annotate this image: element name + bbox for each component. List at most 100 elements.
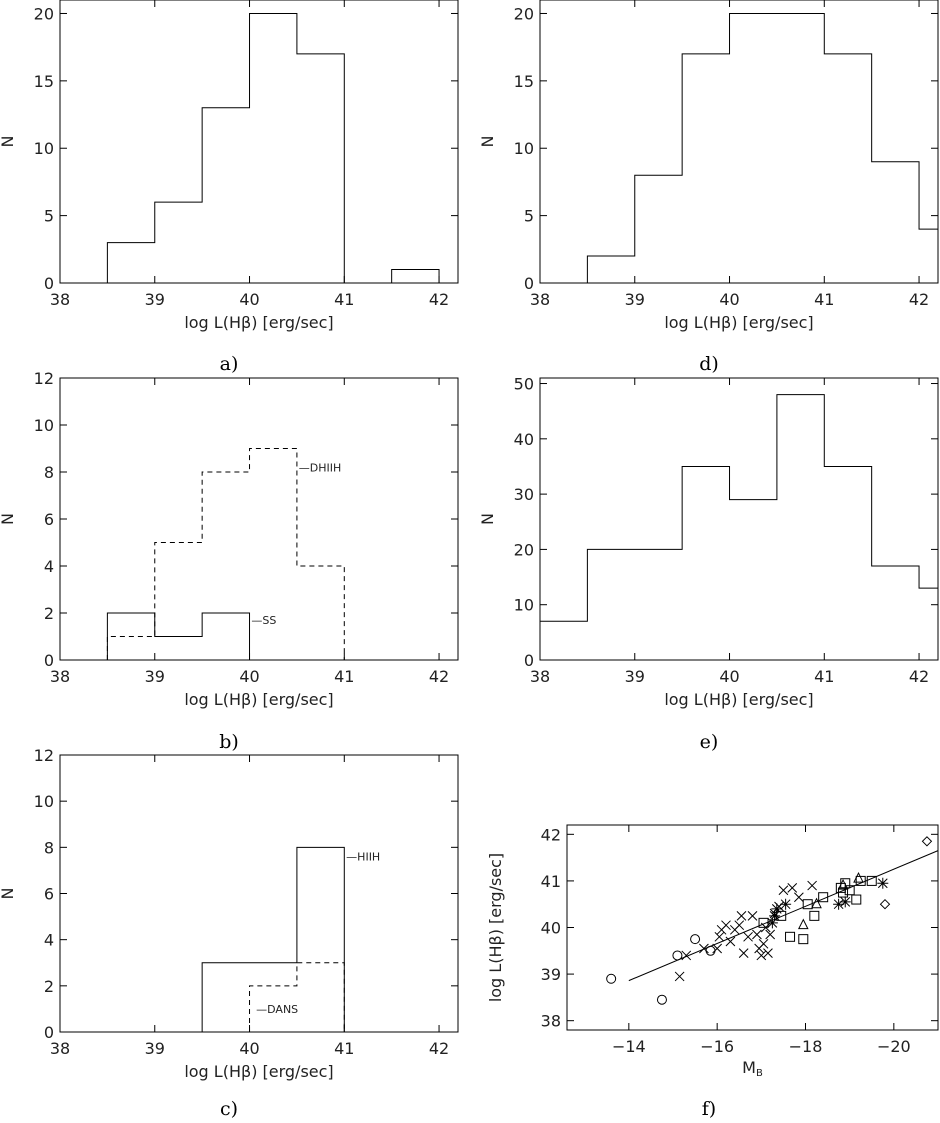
y-tick-label: 0 [44, 274, 54, 293]
x-tick-label: 40 [719, 290, 739, 309]
data-point-x [763, 948, 773, 958]
data-point-circle [672, 950, 683, 961]
histogram-series-ss [106, 612, 251, 660]
data-point-square [802, 899, 813, 910]
data-point-x [787, 883, 798, 893]
y-tick-label: 5 [524, 207, 534, 226]
x-tick-label: 38 [530, 290, 550, 309]
y-axis-title: N [0, 888, 17, 900]
x-tick-label: 42 [909, 290, 929, 309]
histogram-series-dans [249, 962, 345, 1032]
data-point-circle [606, 973, 617, 984]
y-tick-label: 40 [514, 430, 534, 449]
data-point-x [794, 892, 804, 903]
data-point-asterisk [839, 896, 851, 908]
y-axis-title: log L(Hβ) [erg/sec] [486, 853, 505, 1002]
data-point-asterisk [877, 877, 889, 889]
data-point-x [747, 910, 758, 921]
y-tick-label: 8 [44, 463, 54, 482]
y-tick-label: 0 [524, 274, 534, 293]
y-tick-label: 38 [541, 1012, 561, 1031]
y-tick-label: 10 [514, 139, 534, 158]
x-tick-label: 38 [50, 1039, 70, 1058]
y-tick-label: 6 [44, 885, 54, 904]
data-point-x [712, 943, 723, 954]
y-tick-label: 6 [44, 510, 54, 529]
y-tick-label: 42 [541, 825, 561, 844]
y-tick-label: 10 [514, 596, 534, 615]
series-annotation: —HIIH [346, 851, 380, 864]
y-tick-label: 12 [34, 369, 54, 388]
x-tick-label: 39 [145, 290, 165, 309]
x-tick-label: 42 [429, 667, 449, 686]
y-tick-label: 8 [44, 838, 54, 857]
data-point-triangle [797, 918, 809, 930]
panel-label: f) [702, 1098, 716, 1120]
data-point-x [681, 950, 692, 961]
data-point-x [725, 936, 736, 947]
data-point-circle [690, 934, 701, 945]
y-axis-title: N [0, 136, 17, 148]
plot-frame [539, 377, 939, 661]
data-point-x [765, 929, 776, 940]
data-point-diamond [879, 898, 891, 910]
data-point-asterisk [766, 917, 778, 929]
series-annotation: —SS [251, 614, 276, 627]
data-point-triangle [853, 871, 864, 883]
x-axis-title: log L(Hβ) [erg/sec] [184, 690, 333, 709]
x-tick-label: 40 [239, 1039, 259, 1058]
y-axis-title: N [478, 136, 497, 148]
y-tick-label: 4 [44, 557, 54, 576]
data-point-square [798, 934, 809, 945]
y-tick-label: 12 [34, 746, 54, 765]
y-axis-title: N [0, 513, 17, 525]
data-point-x [714, 931, 725, 942]
y-tick-label: 10 [34, 416, 54, 435]
data-point-diamond [921, 836, 933, 847]
x-tick-label: 39 [145, 667, 165, 686]
y-tick-label: 10 [34, 792, 54, 811]
panel-a: 38 39 40 41 42 0 5 10 15 20 log L(Hβ) [erg/sec] Na) [0, 0, 459, 375]
x-tick-label: 39 [625, 667, 645, 686]
panel-e: 38 39 40 41 42 0 10 20 30 40 50 log L(Hβ) [erg/sec]… [478, 375, 939, 753]
x-tick-label: −20 [877, 1037, 911, 1056]
y-tick-label: 15 [514, 72, 534, 91]
data-point-square [758, 917, 769, 928]
series-annotation: —DANS [256, 1003, 298, 1016]
x-tick-label: 39 [145, 1039, 165, 1058]
data-point-circle [656, 994, 667, 1005]
x-axis-title: log L(Hβ) [erg/sec] [664, 690, 813, 709]
x-tick-label: 41 [814, 667, 834, 686]
y-tick-label: 50 [514, 375, 534, 394]
histogram-series [586, 12, 938, 283]
x-tick-label: 41 [814, 290, 834, 309]
panel-label: e) [700, 731, 719, 753]
y-axis-title: N [478, 513, 497, 525]
x-tick-label: 38 [530, 667, 550, 686]
data-point-square [785, 931, 796, 942]
panel-label: b) [219, 731, 239, 753]
y-tick-label: 10 [34, 139, 54, 158]
plot-frame [539, 0, 939, 284]
series-annotation: —DHIIH [299, 461, 342, 474]
x-tick-label: 41 [334, 290, 354, 309]
x-axis-title: log L(Hβ) [erg/sec] [184, 313, 333, 332]
histogram-series [539, 394, 938, 660]
y-tick-label: 4 [44, 931, 54, 950]
y-tick-label: 39 [541, 965, 561, 984]
y-tick-label: 0 [524, 651, 534, 670]
data-point-square [818, 892, 829, 903]
x-tick-label: 41 [334, 1039, 354, 1058]
data-point-x [734, 920, 745, 931]
data-point-x [778, 885, 789, 896]
x-tick-label: 39 [625, 290, 645, 309]
x-tick-label: 42 [429, 290, 449, 309]
data-point-x [738, 948, 749, 958]
x-tick-label: 40 [239, 667, 259, 686]
histogram-series [106, 12, 440, 284]
x-tick-label: 38 [50, 290, 70, 309]
x-axis-title: log L(Hβ) [erg/sec] [184, 1062, 333, 1081]
data-point-x [756, 950, 767, 961]
histogram-series-hiih [201, 846, 345, 1032]
panel-label: a) [220, 353, 239, 375]
